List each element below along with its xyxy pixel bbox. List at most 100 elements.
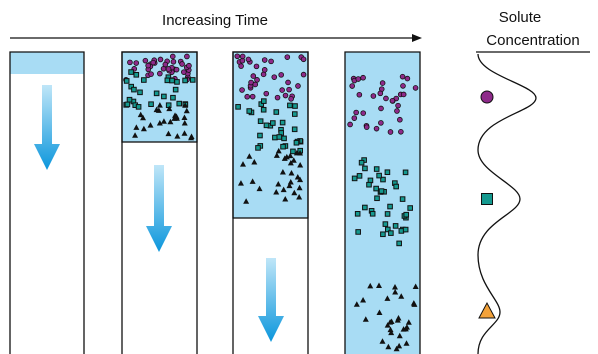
solute-square <box>280 120 285 125</box>
solute-circle <box>246 57 251 62</box>
solute-circle <box>379 106 384 111</box>
flow-arrow <box>258 258 284 342</box>
solute-square <box>359 160 364 165</box>
solute-circle <box>250 94 255 99</box>
solute-circle <box>356 77 361 82</box>
solute-circle <box>275 95 280 100</box>
solute-circle <box>255 77 260 82</box>
solute-circle <box>397 117 402 122</box>
solute-square <box>171 95 176 100</box>
solute-square <box>404 212 409 217</box>
solute-circle <box>413 86 418 91</box>
solute-circle <box>170 54 175 59</box>
solute-circle <box>245 94 250 99</box>
solute-square <box>256 146 261 151</box>
solute-square <box>173 87 178 92</box>
solute-square <box>393 224 398 229</box>
solute-square <box>408 206 413 211</box>
solute-square <box>282 136 287 141</box>
solute-square <box>370 211 375 216</box>
solute-square <box>355 212 360 217</box>
solute-circle <box>157 71 162 76</box>
solute-circle <box>405 76 410 81</box>
solute-circle <box>395 109 400 114</box>
solute-square <box>388 204 393 209</box>
solute-square <box>261 107 266 112</box>
solute-circle <box>348 122 353 127</box>
flow-arrow <box>146 165 172 252</box>
solute-square <box>403 227 408 232</box>
triangle-marker <box>479 303 495 318</box>
solute-square <box>271 121 276 126</box>
solute-circle <box>279 72 284 77</box>
solute-circle <box>352 116 357 121</box>
solute-circle <box>146 63 151 68</box>
solute-square <box>170 78 175 83</box>
solute-square <box>274 110 279 115</box>
solute-square <box>385 212 390 217</box>
solute-square <box>236 105 241 110</box>
solute-square <box>389 231 394 236</box>
solute-circle <box>262 58 267 63</box>
solute-circle <box>158 57 163 62</box>
solute-square <box>356 230 361 235</box>
solute-circle <box>289 96 294 101</box>
solute-circle <box>378 120 383 125</box>
solute-square <box>138 90 143 95</box>
diagram: Increasing Time Solute Concentration <box>0 0 598 354</box>
solute-circle <box>384 96 389 101</box>
solute-square <box>154 91 159 96</box>
solute-square <box>363 205 368 210</box>
solute-square <box>142 78 147 83</box>
solute-circle <box>251 74 256 79</box>
solute-circle <box>181 70 186 75</box>
solute-circle <box>287 87 292 92</box>
solute-circle <box>371 94 376 99</box>
solute-circle <box>264 91 269 96</box>
solute-square <box>258 119 263 124</box>
solute-circle <box>185 54 190 59</box>
solute-circle <box>357 92 362 97</box>
solute-square <box>367 182 372 187</box>
solute-square <box>165 78 170 83</box>
solute-circle <box>390 98 395 103</box>
solute-circle <box>398 129 403 134</box>
solute-circle <box>401 84 406 89</box>
solute-square <box>294 140 299 145</box>
circle-marker <box>481 91 493 103</box>
solute-square <box>281 144 286 149</box>
solute-circle <box>262 67 267 72</box>
solute-square <box>375 196 380 201</box>
solute-square <box>125 102 130 107</box>
solute-circle <box>280 88 285 93</box>
solute-square <box>264 123 269 128</box>
solute-square <box>277 135 282 140</box>
solute-square <box>400 197 405 202</box>
solute-circle <box>388 130 393 135</box>
solute-square <box>292 127 297 132</box>
solute-circle <box>254 64 259 69</box>
legend-title-line-1: Solute <box>499 9 542 26</box>
solute-circle <box>378 91 383 96</box>
solute-square <box>132 87 137 92</box>
solute-circle <box>240 88 245 93</box>
solute-square <box>293 104 298 109</box>
solute-square <box>291 149 296 154</box>
solute-circle <box>163 62 168 67</box>
solute-square <box>129 70 134 75</box>
solute-circle <box>149 72 154 77</box>
solute-circle <box>296 84 301 89</box>
solute-circle <box>301 57 306 62</box>
solute-circle <box>235 54 240 59</box>
solute-circle <box>166 67 171 72</box>
solute-circle <box>301 72 306 77</box>
solute-square <box>134 73 139 78</box>
solute-square <box>377 173 382 178</box>
solute-square <box>288 103 293 108</box>
solute-square <box>177 101 182 106</box>
flow-arrow <box>34 85 60 170</box>
time-arrowhead <box>412 34 422 42</box>
time-label: Increasing Time <box>162 12 268 29</box>
solute-square <box>262 99 267 104</box>
solute-circle <box>143 58 148 63</box>
